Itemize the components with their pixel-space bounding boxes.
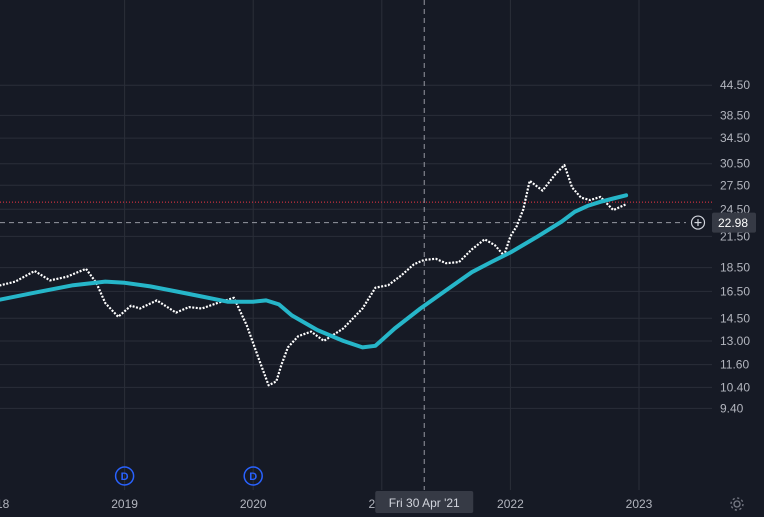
crosshair-price-label: 22.98: [712, 212, 756, 233]
y-tick-label: 30.50: [720, 157, 750, 171]
crosshair-price-value: 22.98: [718, 216, 748, 230]
crosshair-date-value: Fri 30 Apr '21: [389, 496, 460, 510]
dividend-marker-circle: [243, 466, 263, 486]
y-tick-label: 10.40: [720, 380, 750, 394]
dividend-marker-circle: [114, 466, 135, 486]
add-alert-button[interactable]: [690, 215, 706, 230]
y-tick-label: 9.40: [720, 401, 744, 415]
dividend-marker[interactable]: D: [114, 466, 135, 486]
x-axis[interactable]: 201820192020202120222023: [0, 497, 653, 511]
dividend-marker[interactable]: D: [243, 466, 263, 486]
y-tick-label: 18.50: [720, 261, 750, 275]
y-tick-label: 44.50: [720, 78, 750, 92]
y-tick-label: 13.00: [720, 334, 750, 348]
series-moving-average-line: [0, 193, 629, 350]
dividend-marker-label: D: [249, 471, 257, 483]
x-tick-label: 2022: [497, 497, 524, 511]
series-layer: [0, 164, 629, 387]
grid: [0, 0, 712, 490]
y-tick-label: 21.50: [720, 229, 750, 243]
x-tick-label: 2019: [111, 497, 138, 511]
y-tick-label: 27.50: [720, 178, 750, 192]
y-axis[interactable]: 44.5038.5034.5030.5027.5024.5021.5018.50…: [720, 78, 750, 415]
plus-circle-icon: [690, 215, 706, 230]
dividend-marker-label: D: [121, 471, 129, 483]
gear-icon[interactable]: [730, 497, 744, 511]
y-tick-label: 11.60: [720, 358, 749, 372]
y-tick-label: 38.50: [720, 108, 750, 122]
x-tick-label: 2018: [0, 497, 10, 511]
y-tick-label: 14.50: [720, 311, 750, 325]
y-tick-label: 16.50: [720, 284, 750, 298]
crosshair-date-label: Fri 30 Apr '21: [375, 491, 474, 513]
x-tick-label: 2020: [240, 497, 267, 511]
series-price-line: [0, 164, 627, 387]
y-tick-label: 34.50: [720, 131, 750, 145]
x-tick-label: 2023: [626, 497, 653, 511]
